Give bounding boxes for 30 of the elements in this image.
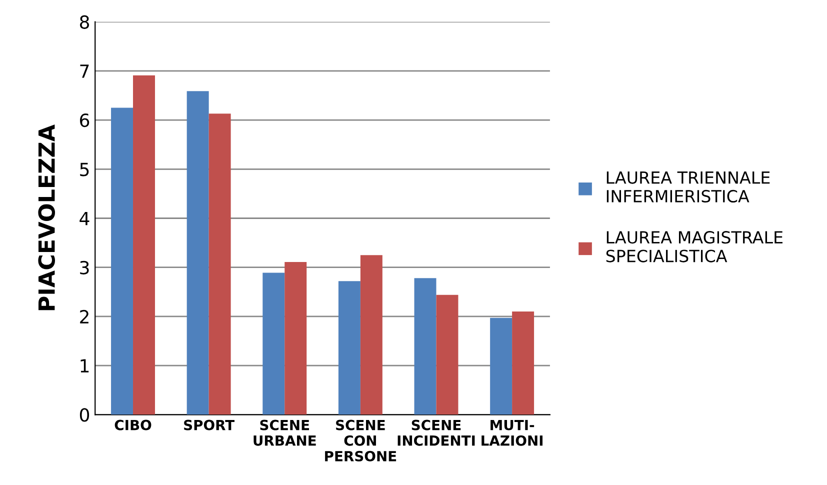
- legend-label: LAUREA MAGISTRALE SPECIALISTICA: [606, 231, 782, 262]
- bar: [414, 278, 436, 415]
- y-tick-label: 4: [80, 212, 90, 226]
- bar: [512, 312, 534, 415]
- y-tick-label: 8: [80, 15, 90, 29]
- bar: [186, 91, 209, 415]
- x-tick-label: SCENE CON PERSONE: [325, 420, 396, 462]
- bar: [111, 108, 134, 415]
- bar: [208, 114, 231, 415]
- bar: [284, 262, 307, 415]
- bar: [338, 281, 360, 415]
- x-tick-label: CIBO: [114, 420, 152, 430]
- legend-label: LAUREA TRIENNALE INFERMIERISTICA: [606, 171, 770, 203]
- y-tick-label: 3: [80, 260, 89, 274]
- y-tick-label: 7: [80, 64, 89, 78]
- y-tick-label: 6: [80, 113, 90, 128]
- y-tick-label: 1: [80, 359, 89, 372]
- x-tick-label: SCENE INCIDENTI: [398, 420, 475, 446]
- y-tick-label: 0: [80, 408, 90, 422]
- bar: [490, 318, 512, 415]
- bar: [133, 75, 155, 415]
- y-tick-label: 2: [80, 310, 88, 324]
- y-tick-label: 5: [80, 162, 89, 176]
- x-tick-label: SCENE URBANE: [254, 420, 316, 446]
- bar: [262, 272, 285, 415]
- bar: [436, 294, 458, 415]
- y-axis-title: PIACEVOLEZZA: [38, 124, 56, 310]
- x-tick-label: SPORT: [184, 420, 235, 430]
- x-tick-label: MUTI- LAZIONI: [482, 420, 542, 446]
- bar: [360, 255, 382, 415]
